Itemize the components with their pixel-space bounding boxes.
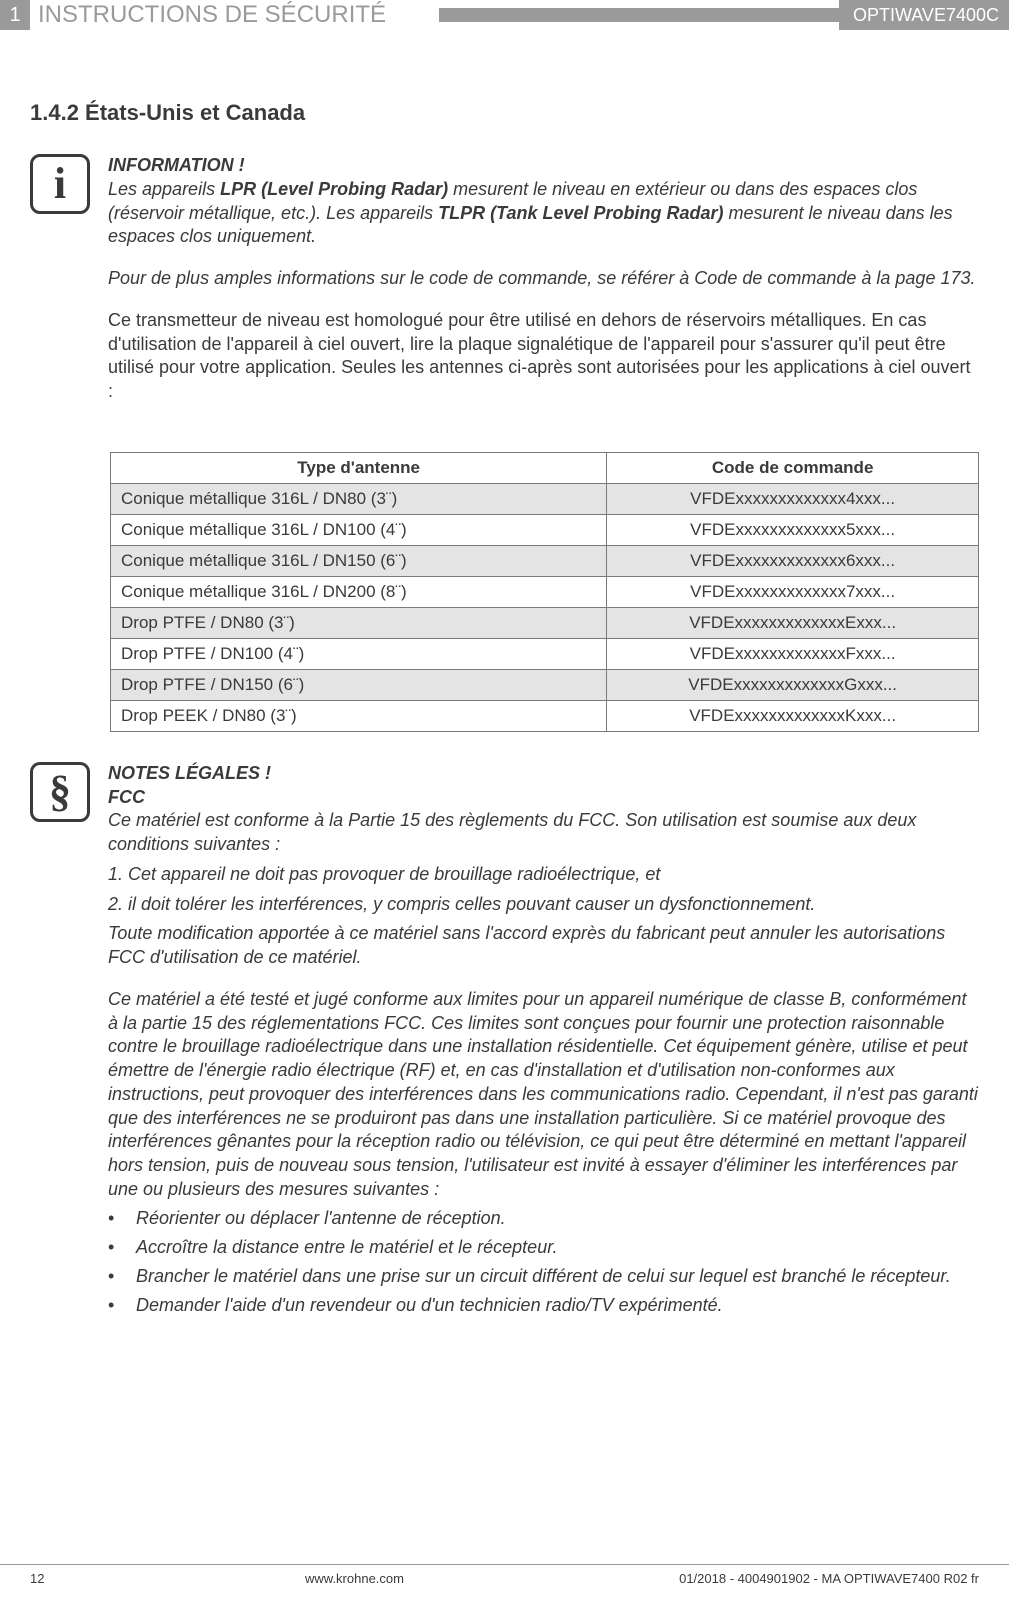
cell-type: Drop PTFE / DN80 (3¨) (111, 607, 607, 638)
information-text: INFORMATION ! Les appareils LPR (Level P… (108, 154, 979, 422)
cell-code: VFDExxxxxxxxxxxxx4xxx... (607, 483, 979, 514)
antenna-table: Type d'antenne Code de commande Conique … (110, 452, 979, 732)
content-area: 1.4.2 États-Unis et Canada INFORMATION !… (0, 30, 1009, 1322)
footer-url: www.krohne.com (90, 1571, 619, 1586)
table-row: Drop PTFE / DN150 (6¨)VFDExxxxxxxxxxxxxG… (111, 669, 979, 700)
list-item: Demander l'aide d'un revendeur ou d'un t… (108, 1293, 979, 1318)
legal-p1: Ce matériel est conforme à la Partie 15 … (108, 809, 979, 857)
legal-text: NOTES LÉGALES ! FCC Ce matériel est conf… (108, 762, 979, 1323)
cell-code: VFDExxxxxxxxxxxxxKxxx... (607, 700, 979, 731)
table-row: Drop PEEK / DN80 (3¨)VFDExxxxxxxxxxxxxKx… (111, 700, 979, 731)
antenna-table-wrap: Type d'antenne Code de commande Conique … (110, 452, 979, 732)
info-p1-lpr: LPR (Level Probing Radar) (220, 179, 448, 199)
information-block: INFORMATION ! Les appareils LPR (Level P… (30, 154, 979, 422)
list-item: Réorienter ou déplacer l'antenne de réce… (108, 1206, 979, 1231)
legal-p2: 1. Cet appareil ne doit pas provoquer de… (108, 863, 979, 887)
table-row: Drop PTFE / DN100 (4¨)VFDExxxxxxxxxxxxxF… (111, 638, 979, 669)
table-row: Conique métallique 316L / DN200 (8¨)VFDE… (111, 576, 979, 607)
table-row: Conique métallique 316L / DN100 (4¨)VFDE… (111, 514, 979, 545)
info-paragraph-2: Pour de plus amples informations sur le … (108, 267, 979, 291)
footer-docref: 01/2018 - 4004901902 - MA OPTIWAVE7400 R… (619, 1571, 979, 1586)
col-header-code: Code de commande (607, 452, 979, 483)
product-code: OPTIWAVE7400C (839, 0, 1009, 30)
info-paragraph-1: Les appareils LPR (Level Probing Radar) … (108, 178, 979, 249)
legal-block: NOTES LÉGALES ! FCC Ce matériel est conf… (30, 762, 979, 1323)
list-item: Accroître la distance entre le matériel … (108, 1235, 979, 1260)
legal-icon (30, 762, 90, 822)
chapter-number: 1 (0, 0, 30, 30)
info-p1-a: Les appareils (108, 179, 220, 199)
info-paragraph-3: Ce transmetteur de niveau est homologué … (108, 309, 979, 404)
col-header-type: Type d'antenne (111, 452, 607, 483)
cell-code: VFDExxxxxxxxxxxxx6xxx... (607, 545, 979, 576)
cell-type: Conique métallique 316L / DN150 (6¨) (111, 545, 607, 576)
page-number: 12 (30, 1571, 90, 1586)
table-row: Conique métallique 316L / DN80 (3¨)VFDEx… (111, 483, 979, 514)
cell-type: Conique métallique 316L / DN100 (4¨) (111, 514, 607, 545)
cell-code: VFDExxxxxxxxxxxxxExxx... (607, 607, 979, 638)
cell-code: VFDExxxxxxxxxxxxx7xxx... (607, 576, 979, 607)
table-row: Drop PTFE / DN80 (3¨)VFDExxxxxxxxxxxxxEx… (111, 607, 979, 638)
legal-p3: 2. il doit tolérer les interférences, y … (108, 893, 979, 917)
cell-code: VFDExxxxxxxxxxxxxFxxx... (607, 638, 979, 669)
cell-type: Drop PTFE / DN150 (6¨) (111, 669, 607, 700)
header-stripe (439, 0, 840, 30)
cell-type: Drop PTFE / DN100 (4¨) (111, 638, 607, 669)
cell-type: Conique métallique 316L / DN200 (8¨) (111, 576, 607, 607)
table-row: Conique métallique 316L / DN150 (6¨)VFDE… (111, 545, 979, 576)
page-footer: 12 www.krohne.com 01/2018 - 4004901902 -… (0, 1564, 1009, 1586)
cell-type: Drop PEEK / DN80 (3¨) (111, 700, 607, 731)
info-p1-tlpr: TLPR (Tank Level Probing Radar) (438, 203, 723, 223)
section-title: 1.4.2 États-Unis et Canada (30, 100, 979, 126)
page: 1 INSTRUCTIONS DE SÉCURITÉ OPTIWAVE7400C… (0, 0, 1009, 1598)
legal-bullet-list: Réorienter ou déplacer l'antenne de réce… (108, 1206, 979, 1319)
legal-subhead: FCC (108, 786, 979, 810)
cell-code: VFDExxxxxxxxxxxxx5xxx... (607, 514, 979, 545)
legal-p4: Toute modification apportée à ce matérie… (108, 922, 979, 970)
table-header-row: Type d'antenne Code de commande (111, 452, 979, 483)
info-heading: INFORMATION ! (108, 154, 979, 178)
legal-p5: Ce matériel a été testé et jugé conforme… (108, 988, 979, 1202)
cell-type: Conique métallique 316L / DN80 (3¨) (111, 483, 607, 514)
chapter-title: INSTRUCTIONS DE SÉCURITÉ (30, 0, 439, 30)
info-icon (30, 154, 90, 214)
page-header: 1 INSTRUCTIONS DE SÉCURITÉ OPTIWAVE7400C (0, 0, 1009, 30)
legal-heading: NOTES LÉGALES ! (108, 762, 979, 786)
cell-code: VFDExxxxxxxxxxxxxGxxx... (607, 669, 979, 700)
list-item: Brancher le matériel dans une prise sur … (108, 1264, 979, 1289)
